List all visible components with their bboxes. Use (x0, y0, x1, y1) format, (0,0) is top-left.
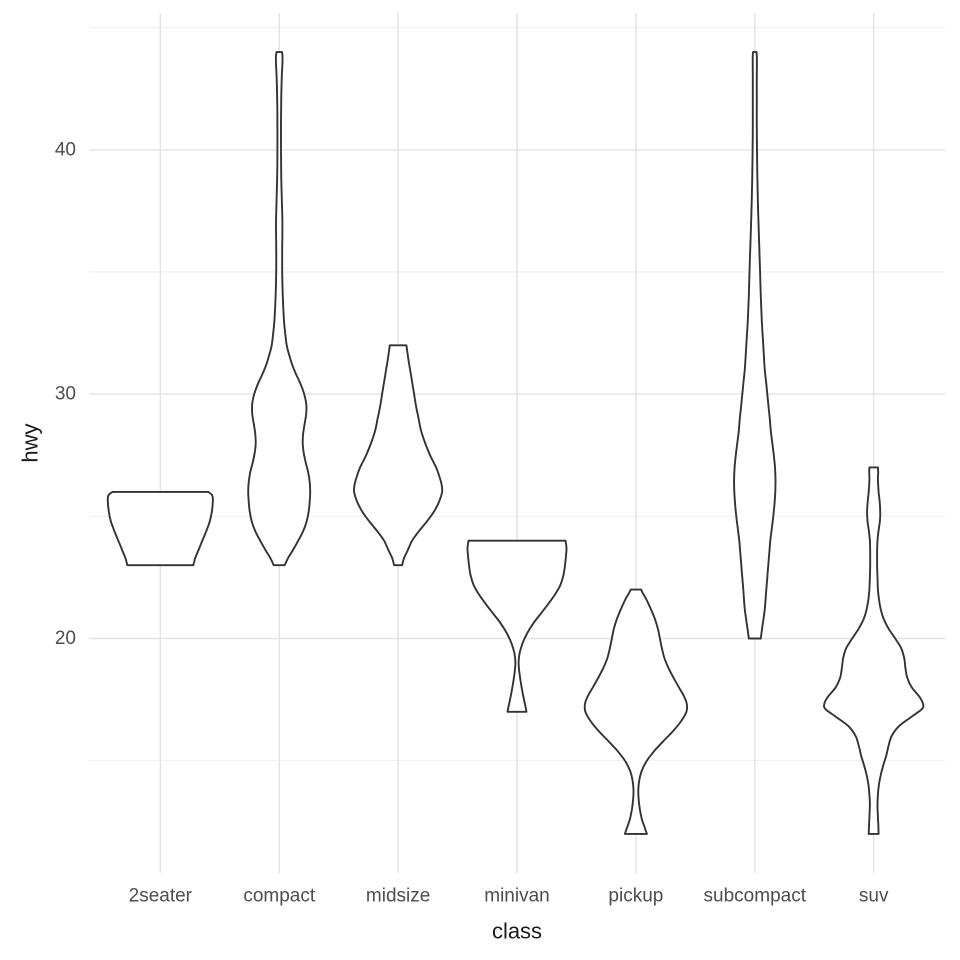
x-tick-label-subcompact: subcompact (704, 886, 807, 907)
y-tick-label-40: 40 (55, 139, 76, 160)
y-axis-title: hwy (18, 423, 43, 462)
x-tick-label-midsize: midsize (366, 886, 430, 907)
x-tick-label-compact: compact (243, 886, 316, 907)
x-axis-title: class (492, 919, 542, 944)
y-tick-label-30: 30 (55, 384, 76, 405)
violin-midsize (353, 344, 444, 567)
violin-minivan (466, 539, 568, 713)
x-tick-label-pickup: pickup (608, 886, 663, 907)
violin-2seater (106, 490, 214, 567)
violin-subcompact (733, 51, 777, 640)
x-tick-label-minivan: minivan (484, 886, 549, 907)
y-tick-label-20: 20 (55, 628, 76, 649)
x-tick-label-2seater: 2seater (129, 886, 193, 907)
violin-pickup (583, 588, 689, 835)
violin-suv (823, 466, 925, 835)
violin-compact (247, 51, 312, 567)
x-tick-label-suv: suv (859, 886, 889, 907)
